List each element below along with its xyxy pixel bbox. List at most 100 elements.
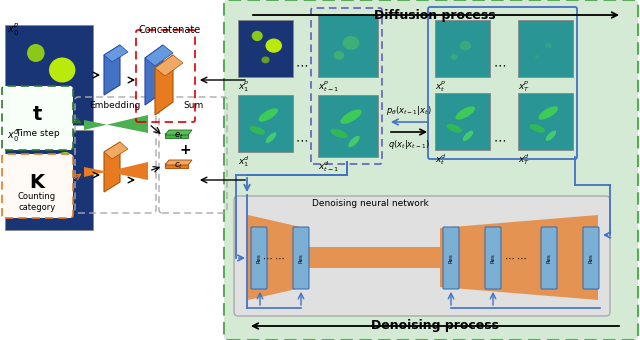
Text: Embedding: Embedding xyxy=(90,101,141,109)
Text: Res: Res xyxy=(547,253,552,263)
Bar xyxy=(518,20,573,77)
Text: K: K xyxy=(29,173,45,192)
Text: Denoising neural network: Denoising neural network xyxy=(312,199,428,207)
Text: $\cdots$: $\cdots$ xyxy=(296,134,308,147)
Text: $x_0^p$: $x_0^p$ xyxy=(7,22,19,38)
Ellipse shape xyxy=(266,133,276,143)
Polygon shape xyxy=(248,215,305,300)
FancyBboxPatch shape xyxy=(583,227,599,289)
Text: Res: Res xyxy=(589,253,593,263)
FancyBboxPatch shape xyxy=(485,227,501,289)
Polygon shape xyxy=(165,133,188,138)
FancyBboxPatch shape xyxy=(234,196,610,316)
Ellipse shape xyxy=(49,57,76,83)
Polygon shape xyxy=(305,247,440,268)
Text: Counting
category: Counting category xyxy=(18,192,56,212)
Text: +: + xyxy=(179,143,191,157)
Text: Res: Res xyxy=(257,253,262,263)
Text: $\cdots\ \cdots$: $\cdots\ \cdots$ xyxy=(262,253,286,263)
Ellipse shape xyxy=(17,178,46,192)
Text: $p_\theta(x_{t-1}|x_t)$: $p_\theta(x_{t-1}|x_t)$ xyxy=(386,104,432,117)
Text: $x_1^p$: $x_1^p$ xyxy=(238,79,250,94)
Bar xyxy=(518,93,573,150)
Polygon shape xyxy=(104,45,128,62)
Ellipse shape xyxy=(259,108,278,122)
Polygon shape xyxy=(84,115,148,133)
Bar xyxy=(238,95,293,152)
Text: Time step: Time step xyxy=(15,129,60,137)
Ellipse shape xyxy=(333,51,344,60)
Polygon shape xyxy=(145,45,163,105)
Ellipse shape xyxy=(447,124,462,133)
Text: $\cdots$: $\cdots$ xyxy=(296,58,308,71)
Text: $x_1^d$: $x_1^d$ xyxy=(238,154,250,169)
Polygon shape xyxy=(155,55,173,115)
Text: $\cdots$: $\cdots$ xyxy=(493,134,506,147)
FancyBboxPatch shape xyxy=(224,0,638,340)
Ellipse shape xyxy=(252,31,263,41)
Ellipse shape xyxy=(451,54,458,60)
Text: $x_0^d$: $x_0^d$ xyxy=(7,127,20,144)
Bar xyxy=(238,20,293,77)
Ellipse shape xyxy=(250,126,265,135)
Text: $\cdots\ \cdots$: $\cdots\ \cdots$ xyxy=(504,253,528,263)
Text: $q(x_t|x_{t-1})$: $q(x_t|x_{t-1})$ xyxy=(388,138,430,151)
Text: t: t xyxy=(32,105,42,124)
Ellipse shape xyxy=(340,109,362,124)
Bar xyxy=(435,20,490,77)
Ellipse shape xyxy=(27,44,45,62)
Bar xyxy=(318,15,378,77)
Ellipse shape xyxy=(348,136,360,147)
Text: Denoising process: Denoising process xyxy=(371,320,499,333)
Polygon shape xyxy=(104,45,120,95)
Bar xyxy=(5,25,93,125)
FancyBboxPatch shape xyxy=(293,227,309,289)
Text: $x_t^d$: $x_t^d$ xyxy=(435,152,447,167)
FancyBboxPatch shape xyxy=(443,227,459,289)
Polygon shape xyxy=(440,215,598,300)
Text: $x_{t-1}^p$: $x_{t-1}^p$ xyxy=(318,79,339,94)
Bar xyxy=(5,130,93,230)
FancyBboxPatch shape xyxy=(251,227,267,289)
Text: $x_T^p$: $x_T^p$ xyxy=(518,79,530,94)
Bar xyxy=(318,95,378,157)
FancyBboxPatch shape xyxy=(541,227,557,289)
Ellipse shape xyxy=(261,56,269,63)
Ellipse shape xyxy=(529,124,545,133)
Ellipse shape xyxy=(266,38,282,53)
Text: Res: Res xyxy=(449,253,454,263)
FancyBboxPatch shape xyxy=(2,154,73,218)
Ellipse shape xyxy=(42,89,56,101)
Ellipse shape xyxy=(463,131,473,141)
Ellipse shape xyxy=(342,36,360,50)
Text: $\cdots$: $\cdots$ xyxy=(493,58,506,71)
Polygon shape xyxy=(165,160,192,165)
Polygon shape xyxy=(104,142,120,192)
Polygon shape xyxy=(165,163,188,168)
Polygon shape xyxy=(155,55,183,76)
Polygon shape xyxy=(104,142,128,159)
Text: Sum: Sum xyxy=(183,101,203,109)
FancyBboxPatch shape xyxy=(2,86,73,150)
Ellipse shape xyxy=(538,106,558,120)
Text: $c_t$: $c_t$ xyxy=(175,161,184,171)
Text: Concatenate: Concatenate xyxy=(139,25,201,35)
Ellipse shape xyxy=(535,55,540,59)
Ellipse shape xyxy=(49,195,67,215)
Ellipse shape xyxy=(545,43,552,48)
Ellipse shape xyxy=(330,129,348,138)
Text: $x_{t-1}^d$: $x_{t-1}^d$ xyxy=(318,159,339,174)
Text: $e_t$: $e_t$ xyxy=(174,131,184,141)
Text: Res: Res xyxy=(490,253,495,263)
Ellipse shape xyxy=(456,106,475,120)
Ellipse shape xyxy=(460,41,471,50)
Polygon shape xyxy=(84,162,148,180)
Text: Diffusion process: Diffusion process xyxy=(374,8,496,21)
Text: $x_t^p$: $x_t^p$ xyxy=(435,79,447,94)
Ellipse shape xyxy=(36,152,70,178)
Polygon shape xyxy=(145,45,173,66)
Ellipse shape xyxy=(546,131,556,141)
Polygon shape xyxy=(165,130,192,135)
Text: Res: Res xyxy=(298,253,303,263)
Text: $x_T^d$: $x_T^d$ xyxy=(518,152,530,167)
